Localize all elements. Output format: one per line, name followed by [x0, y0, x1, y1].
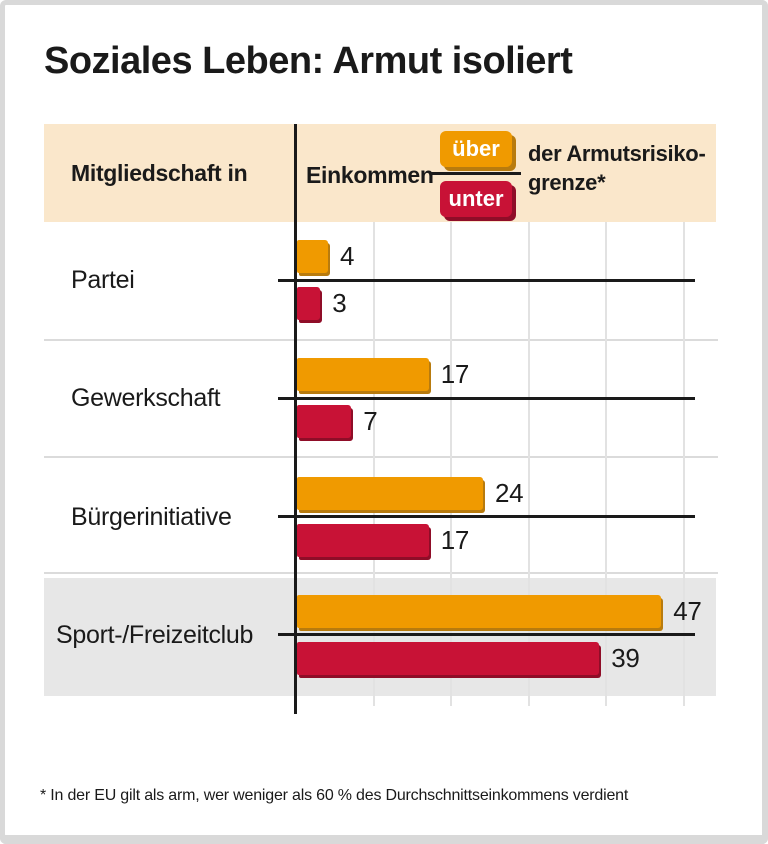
row-baseline: [278, 396, 695, 400]
bar-under-threshold: [297, 641, 600, 675]
value-label-over: 47: [673, 595, 702, 626]
bar-under-threshold: [297, 523, 429, 557]
legend-prefix-label: Einkommen: [306, 162, 434, 188]
legend-below-label: unter: [448, 186, 504, 211]
value-label-under: 17: [440, 524, 470, 555]
category-label: Partei: [71, 266, 135, 294]
row-baseline: [278, 515, 695, 519]
value-label-over: 24: [495, 477, 524, 508]
gridline: [527, 222, 530, 706]
page-title: Soziales Leben: Armut isoliert: [44, 40, 573, 82]
bar-over-threshold: [297, 594, 662, 628]
bar-over-threshold: [297, 240, 328, 273]
legend-fraction-line: [431, 172, 521, 175]
legend-above-badge: über: [440, 131, 512, 167]
gridline: [605, 222, 607, 706]
chart-axis-line: [294, 124, 297, 714]
header-band: [44, 124, 716, 222]
row-separator: [44, 339, 718, 341]
legend-below-badge: unter: [440, 181, 512, 217]
value-label-over: 17: [440, 359, 470, 390]
gridline: [372, 222, 375, 706]
bar-over-threshold: [297, 476, 483, 510]
value-label-under: 3: [332, 288, 347, 318]
category-label: Sport-/Freizeitclub: [56, 620, 254, 649]
row-separator: [44, 456, 718, 458]
value-label-under: 7: [363, 406, 378, 437]
category-label: Bürgerinitiative: [71, 502, 232, 531]
bar-under-threshold: [297, 405, 352, 439]
bar-under-threshold: [297, 287, 321, 320]
value-label-over: 4: [340, 241, 355, 271]
value-label-under: 39: [611, 642, 640, 673]
legend-above-label: über: [452, 136, 500, 161]
category-label: Gewerkschaft: [71, 384, 221, 413]
gridline: [450, 222, 452, 706]
row-baseline: [278, 278, 695, 282]
legend-suffix-label: der Armutsrisiko-grenze*: [528, 141, 706, 195]
gridline: [682, 222, 685, 706]
bar-over-threshold: [297, 358, 429, 392]
row-header-label: Mitgliedschaft in: [71, 160, 248, 186]
row-baseline: [278, 633, 695, 637]
row-separator: [44, 572, 718, 574]
footnote-line: * In der EU gilt als arm, wer weniger al…: [40, 787, 629, 804]
footnotes: * In der EU gilt als arm, wer weniger al…: [40, 742, 740, 844]
